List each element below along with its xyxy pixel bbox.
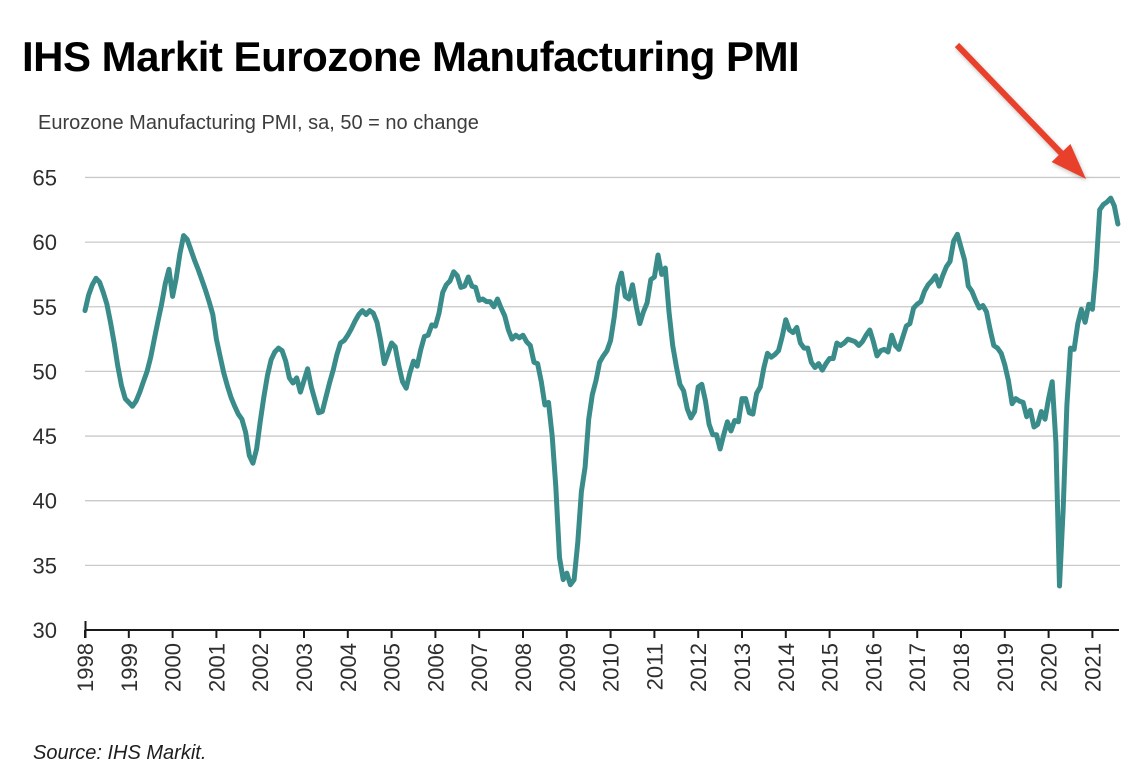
y-tick-label: 40 <box>33 489 57 514</box>
x-tick-label: 2001 <box>204 643 229 692</box>
x-tick-label: 2007 <box>467 643 492 692</box>
x-tick-label: 2010 <box>599 643 624 692</box>
x-tick-label: 2002 <box>248 643 273 692</box>
x-tick-label: 2019 <box>993 643 1018 692</box>
x-tick-label: 2011 <box>642 643 667 690</box>
chart-subtitle: Eurozone Manufacturing PMI, sa, 50 = no … <box>38 112 479 134</box>
x-tick-label: 2017 <box>905 643 930 692</box>
pmi-series-line <box>82 195 1121 589</box>
x-tick-label: 2018 <box>949 643 974 692</box>
y-tick-label: 55 <box>33 295 57 320</box>
y-tick-label: 60 <box>33 230 57 255</box>
x-tick-label: 2012 <box>686 643 711 692</box>
annotation-arrow <box>954 42 1086 179</box>
x-tick-label: 2020 <box>1037 643 1062 692</box>
x-tick-label: 2014 <box>774 643 799 692</box>
y-tick-label: 30 <box>33 618 57 643</box>
x-tick-label: 2004 <box>336 643 361 692</box>
y-tick-label: 50 <box>33 359 57 384</box>
x-tick-label: 2013 <box>730 643 755 692</box>
source-note: Source: IHS Markit. <box>33 742 207 764</box>
y-tick-label: 65 <box>33 165 57 190</box>
x-tick-label: 2005 <box>380 643 405 692</box>
x-tick-label: 2008 <box>511 643 536 692</box>
x-tick-label: 2009 <box>555 643 580 692</box>
x-tick-label: 2021 <box>1080 643 1105 692</box>
x-tick-label: 2015 <box>818 643 843 692</box>
chart-title: IHS Markit Eurozone Manufacturing PMI <box>22 33 800 80</box>
y-tick-label: 35 <box>33 553 57 578</box>
y-tick-label: 45 <box>33 424 57 449</box>
x-tick-label: 1998 <box>73 643 98 692</box>
x-tick-label: 2016 <box>861 643 886 692</box>
x-tick-label: 2006 <box>423 643 448 692</box>
x-tick-label: 1999 <box>117 643 142 692</box>
x-tick-label: 2000 <box>161 643 186 692</box>
x-tick-label: 2003 <box>292 643 317 692</box>
